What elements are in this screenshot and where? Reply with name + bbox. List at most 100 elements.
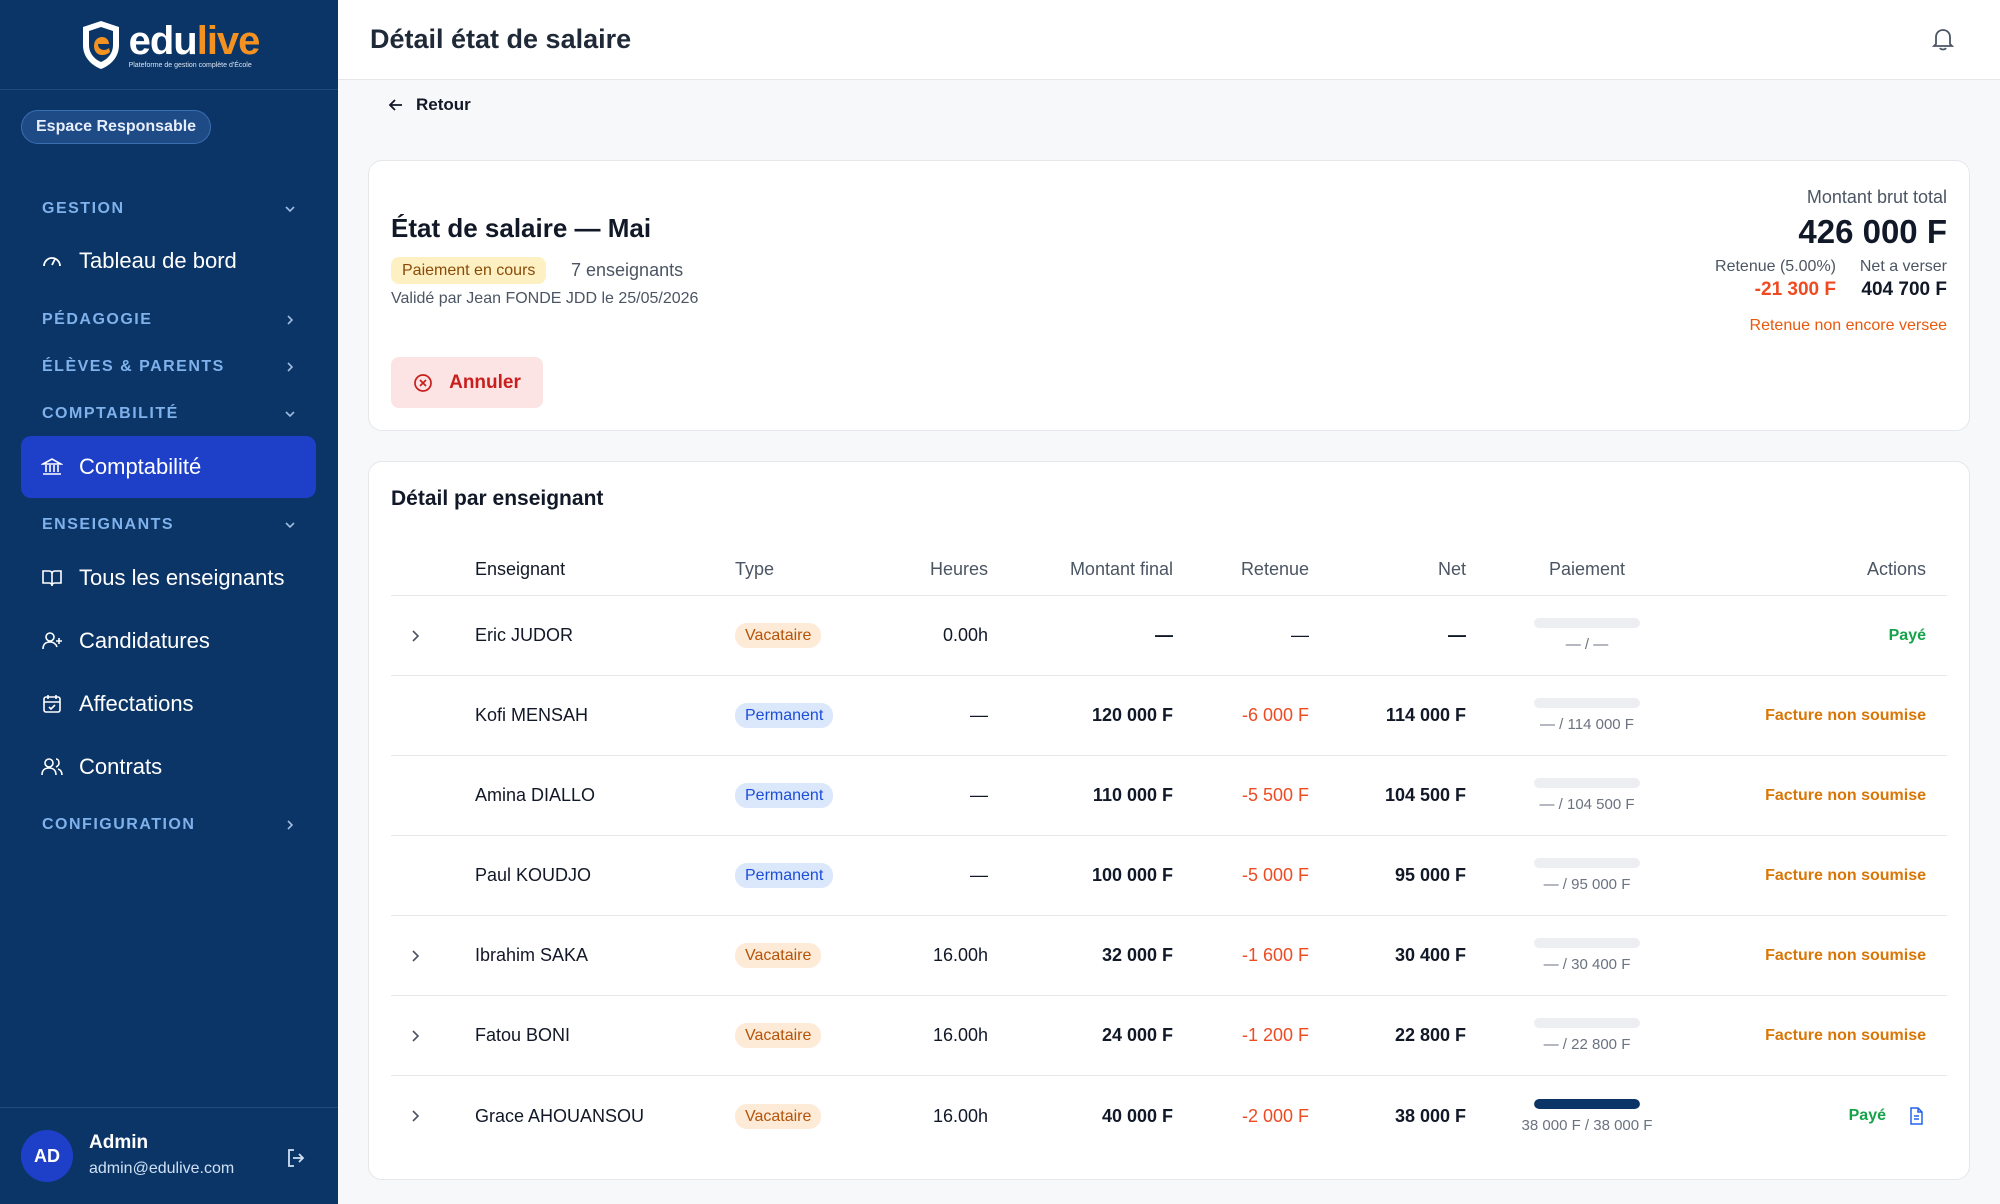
nav-section-label: ÉLÈVES & PARENTS: [42, 358, 225, 375]
nav-section-pedagogie[interactable]: PÉDAGOGIE: [42, 308, 296, 332]
action-status[interactable]: Facture non soumise: [1765, 946, 1926, 964]
payment-cell: — / 95 000 F: [1487, 836, 1687, 915]
actions-cell: Facture non soumise: [1706, 836, 1926, 915]
sidebar-item-label: Candidatures: [79, 628, 210, 653]
payment-cell: — / 30 400 F: [1487, 916, 1687, 995]
action-status[interactable]: Facture non soumise: [1765, 1026, 1926, 1044]
chevron-right-icon: [412, 1110, 420, 1122]
payment-text: — / 95 000 F: [1543, 876, 1631, 893]
sidebar-item-tous-les-enseignants[interactable]: Tous les enseignants: [21, 547, 316, 609]
user-email: admin@edulive.com: [89, 1160, 235, 1177]
type-badge: Permanent: [735, 783, 834, 808]
nav-section-gestion[interactable]: GESTION: [42, 197, 296, 221]
payment-progress-fill: [1534, 1098, 1640, 1109]
teacher-name: Ibrahim SAKA: [475, 945, 589, 965]
type-badge: Vacataire: [735, 1023, 822, 1048]
validated-by: Validé par Jean FONDE JDD le 25/05/2026: [391, 290, 699, 307]
nav-section-label: CONFIGURATION: [42, 816, 196, 833]
hours-cell: 0.00h: [942, 625, 988, 645]
nav-section-eleves-parents[interactable]: ÉLÈVES & PARENTS: [42, 355, 296, 379]
payment-progress-bar: [1534, 1018, 1640, 1028]
expand-row-button[interactable]: [403, 1076, 427, 1156]
sidebar-item-affectations[interactable]: Affectations: [21, 673, 316, 735]
payment-cell: — / —: [1487, 596, 1687, 675]
column-header-type: Type: [735, 559, 775, 579]
logo[interactable]: edulive Plateforme de gestion complète d…: [0, 0, 338, 90]
retention-label: Retenue (5.00%): [1715, 258, 1836, 275]
type-badge: Vacataire: [735, 623, 822, 648]
sidebar-item-comptabilite[interactable]: Comptabilité: [21, 436, 316, 498]
status-badge: Paiement en cours: [391, 257, 547, 284]
type-badge: Permanent: [735, 863, 834, 888]
hours-cell: 16.00h: [932, 945, 988, 965]
nav-section-configuration[interactable]: CONFIGURATION: [42, 813, 296, 837]
retention-cell: -1 600 F: [1241, 945, 1309, 965]
arrow-left-icon: [388, 99, 402, 111]
table-row[interactable]: Grace AHOUANSOU Vacataire 16.00h 40 000 F -2…: [391, 1076, 1947, 1156]
expand-row-button[interactable]: [403, 996, 427, 1075]
teacher-name: Kofi MENSAH: [475, 705, 589, 725]
actions-cell: Facture non soumise: [1706, 756, 1926, 835]
column-header-payment: Paiement: [1548, 559, 1626, 579]
action-status[interactable]: Facture non soumise: [1765, 706, 1926, 724]
user-plus-icon: [42, 632, 62, 650]
chevron-right-icon: [412, 1029, 420, 1042]
expand-row-button[interactable]: [403, 916, 427, 995]
nav-section-enseignants[interactable]: ENSEIGNANTS: [42, 513, 296, 537]
bell-icon[interactable]: [1930, 26, 1956, 52]
sidebar: edulive Plateforme de gestion complète d…: [0, 0, 338, 1204]
chevron-right-icon: [412, 949, 420, 962]
back-label: Retour: [416, 95, 471, 114]
hours-cell: 16.00h: [932, 1105, 988, 1126]
action-status[interactable]: Facture non soumise: [1765, 786, 1926, 804]
chevron-down-icon: [285, 206, 295, 213]
actions-cell: Facture non soumise: [1706, 676, 1926, 755]
avatar[interactable]: AD: [21, 1130, 73, 1182]
gross-total-value: 426 000 F: [1798, 213, 1947, 250]
table-row[interactable]: Amina DIALLO Permanent — 110 000 F -5 500 F 1…: [391, 756, 1947, 836]
sidebar-item-contrats[interactable]: Contrats: [21, 736, 316, 798]
table-row[interactable]: Eric JUDOR Vacataire 0.00h — — — — / — Payé: [391, 596, 1947, 676]
chevron-right-icon: [287, 362, 294, 372]
payment-cell: — / 104 500 F: [1487, 756, 1687, 835]
teacher-detail-card: Détail par enseignant Enseignant Type He…: [368, 461, 1970, 1180]
chevron-down-icon: [285, 411, 295, 418]
sidebar-item-candidatures[interactable]: Candidatures: [21, 610, 316, 672]
payment-cell: — / 114 000 F: [1487, 676, 1687, 755]
payment-progress-bar: [1534, 858, 1640, 868]
teacher-name: Paul KOUDJO: [475, 865, 592, 885]
payment-cell: 38 000 F / 38 000 F: [1487, 1076, 1687, 1156]
retention-cell: -1 200 F: [1241, 1025, 1309, 1045]
action-status[interactable]: Facture non soumise: [1765, 866, 1926, 884]
type-cell: Permanent: [735, 676, 875, 755]
net-cell: 22 800 F: [1394, 1025, 1466, 1045]
amount-cell: 110 000 F: [1092, 785, 1173, 805]
cancel-button[interactable]: Annuler: [391, 357, 543, 408]
table-row[interactable]: Paul KOUDJO Permanent — 100 000 F -5 000 F 95…: [391, 836, 1947, 916]
space-badge[interactable]: Espace Responsable: [21, 110, 212, 144]
actions-cell: Payé: [1706, 596, 1926, 675]
chevron-down-icon: [285, 522, 295, 529]
table-row[interactable]: Fatou BONI Vacataire 16.00h 24 000 F -1 200 …: [391, 996, 1947, 1076]
table-row[interactable]: Kofi MENSAH Permanent — 120 000 F -6 000 F 11…: [391, 676, 1947, 756]
type-cell: Permanent: [735, 836, 875, 915]
sidebar-item-tableau-de-bord[interactable]: Tableau de bord: [21, 230, 316, 292]
user-name: Admin: [89, 1132, 149, 1153]
teacher-name: Fatou BONI: [475, 1025, 571, 1045]
summary-title: État de salaire — Mai: [391, 213, 652, 243]
nav-section-comptabilite[interactable]: COMPTABILITÉ: [42, 402, 296, 426]
amount-cell: 40 000 F: [1101, 1105, 1173, 1126]
x-circle-icon: [414, 373, 432, 392]
teacher-name: Eric JUDOR: [475, 625, 573, 645]
action-status[interactable]: Payé: [1848, 1107, 1886, 1124]
table-row[interactable]: Ibrahim SAKA Vacataire 16.00h 32 000 F -1 60…: [391, 916, 1947, 996]
document-icon[interactable]: [1906, 1106, 1926, 1126]
expand-row-button[interactable]: [403, 596, 427, 675]
back-link[interactable]: Retour: [388, 95, 471, 115]
action-status[interactable]: Payé: [1888, 626, 1926, 644]
shield-logo-icon: [82, 20, 119, 69]
amount-cell: —: [1155, 625, 1173, 645]
payment-progress-bar: [1534, 698, 1640, 708]
logout-icon[interactable]: [285, 1147, 307, 1169]
amount-cell: 100 000 F: [1091, 865, 1173, 885]
